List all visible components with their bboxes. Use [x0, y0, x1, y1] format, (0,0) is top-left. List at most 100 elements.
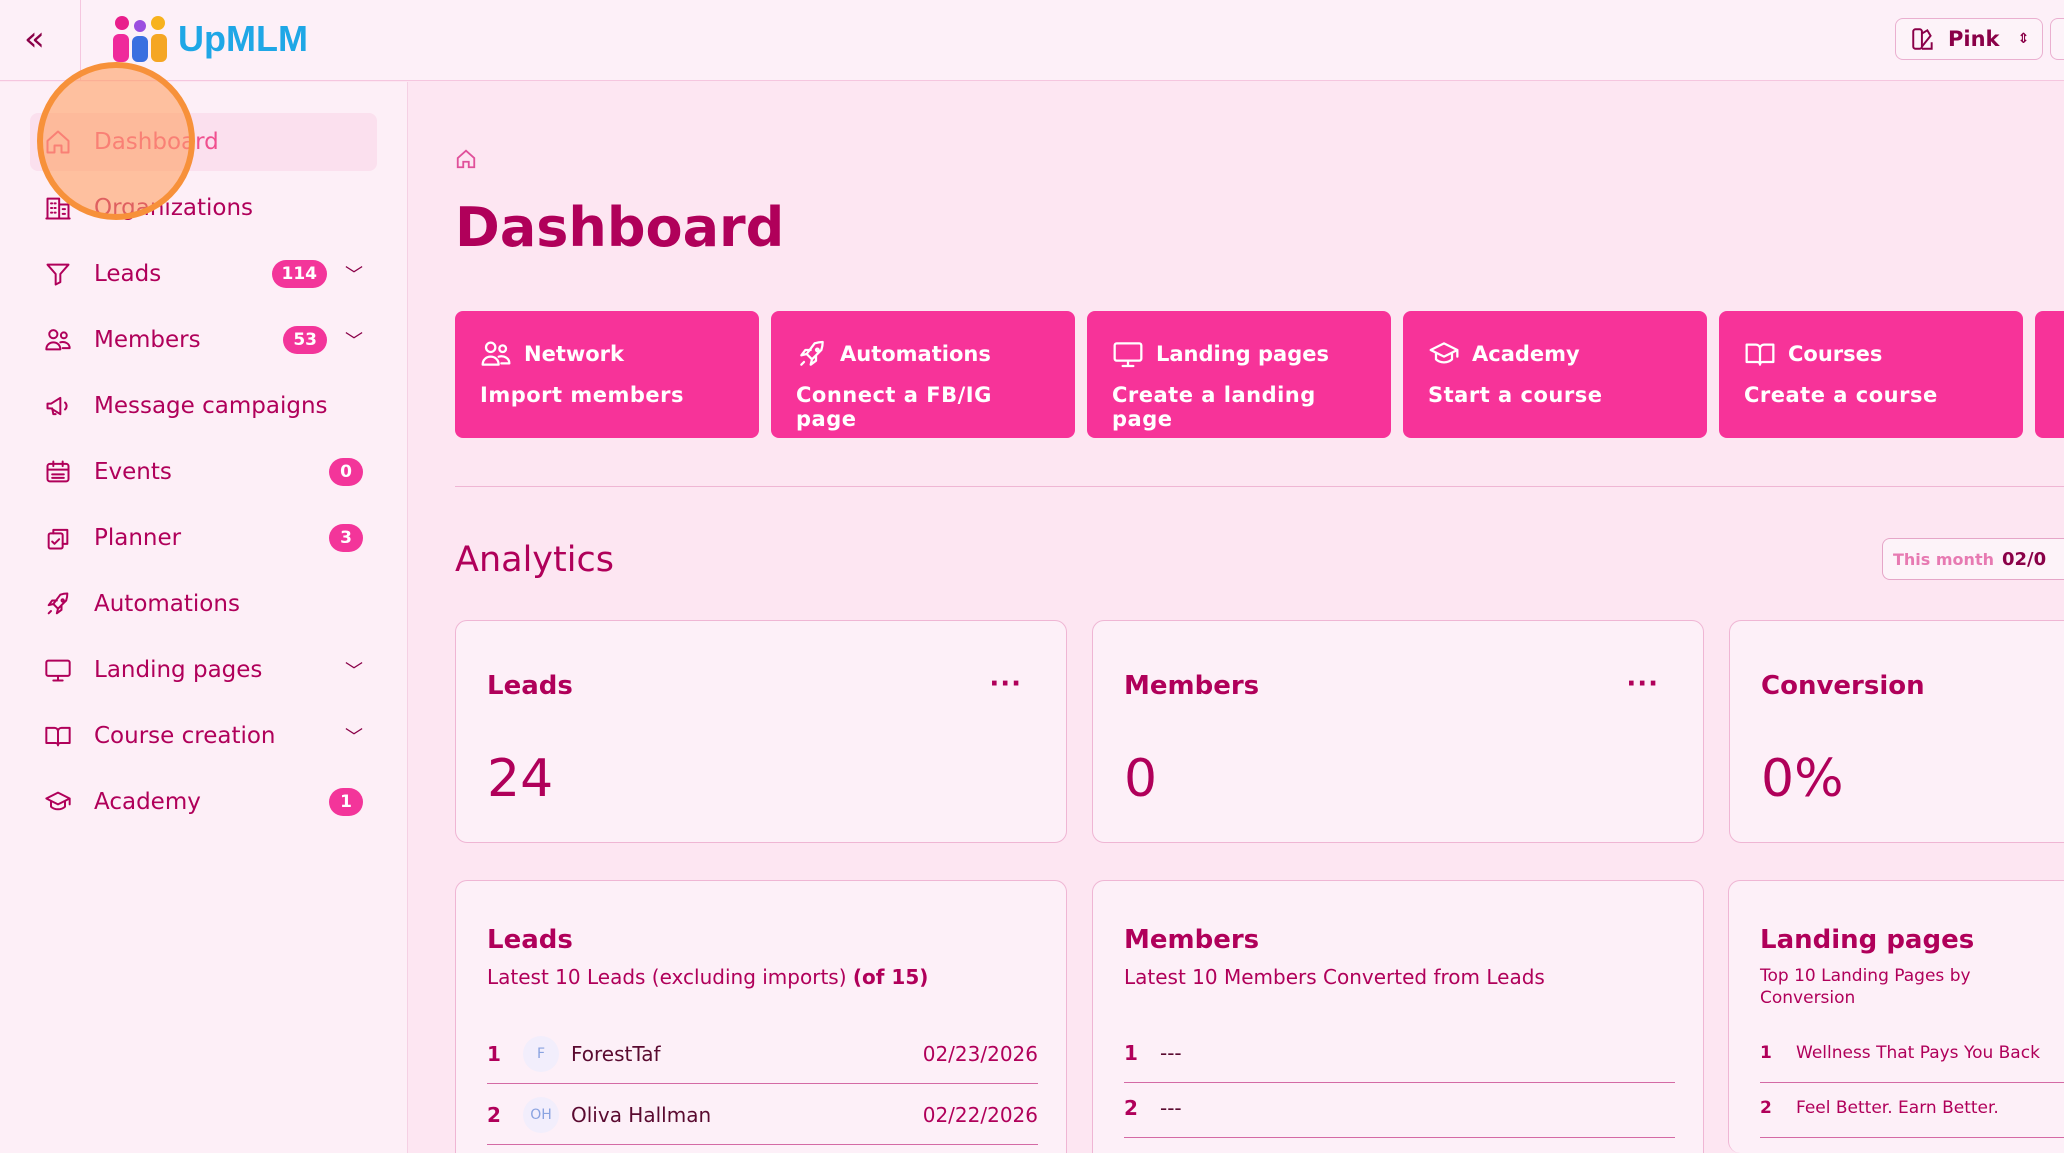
graduation-cap-icon	[44, 788, 72, 816]
sidebar-item-label: Organizations	[94, 195, 254, 221]
quick-action-network[interactable]: Network Import members	[455, 311, 759, 438]
sidebar-item-label: Planner	[94, 525, 182, 551]
megaphone-icon	[46, 396, 68, 416]
updown-chevron-icon: ⇕	[2017, 31, 2030, 47]
stat-value: 0%	[1761, 749, 1844, 809]
graduation-cap-icon	[45, 791, 71, 811]
chevrons-left-icon: «	[24, 19, 45, 59]
sidebar-item-label: Members	[94, 327, 201, 353]
funnel-icon	[46, 263, 70, 286]
card-title: Landing pages	[1760, 925, 1975, 955]
rocket-icon	[44, 590, 72, 618]
list-item[interactable]: 2 ---	[1124, 1078, 1675, 1138]
sidebar-item-academy[interactable]: Academy 1	[30, 773, 377, 831]
quick-action-academy[interactable]: Academy Start a course	[1403, 311, 1707, 438]
item-name: ---	[1160, 1040, 1182, 1065]
quick-action-subtitle: Connect a FB/IG page	[796, 383, 992, 431]
book-icon	[44, 722, 72, 750]
page-title: Dashboard	[455, 196, 785, 259]
sidebar-item-label: Landing pages	[94, 657, 263, 683]
range-value: 02/0	[2001, 548, 2047, 570]
quick-action-subtitle: Create a course	[1744, 383, 1938, 407]
more-options-icon[interactable]: ···	[1626, 669, 1659, 699]
sidebar-item-planner[interactable]: Planner 3	[30, 509, 377, 567]
sidebar-item-course-creation[interactable]: Course creation ﹀	[30, 707, 377, 765]
home-icon	[46, 130, 70, 154]
item-name: Oliva Hallman	[571, 1102, 712, 1127]
count-badge: 3	[329, 524, 363, 552]
rocket-icon	[800, 340, 824, 366]
rank: 2	[1124, 1095, 1138, 1120]
sidebar-item-landing-pages[interactable]: Landing pages ﹀	[30, 641, 377, 699]
stat-value: 0	[1124, 749, 1158, 809]
sidebar: Dashboard Organizations Leads 114 ﹀ Members 53…	[0, 82, 408, 1153]
sidebar-item-leads[interactable]: Leads 114 ﹀	[30, 245, 377, 303]
chevron-down-icon[interactable]: ﹀	[345, 331, 363, 352]
chevron-down-icon[interactable]: ﹀	[345, 727, 363, 748]
chevron-down-icon[interactable]: ﹀	[345, 661, 363, 682]
item-date: 02/23/2026	[922, 1041, 1038, 1066]
stat-value: 24	[487, 749, 554, 809]
sidebar-item-events[interactable]: Events 0	[30, 443, 377, 501]
building-icon	[45, 197, 71, 220]
card-title: Members	[1124, 925, 1260, 955]
stat-title: Conversion	[1761, 671, 1925, 701]
item-name: ForestTaf	[571, 1041, 661, 1066]
logo-text: UpMLM	[178, 18, 308, 59]
quick-action-landing-pages[interactable]: Landing pages Create a landing page	[1087, 311, 1391, 438]
rank: 1	[487, 1041, 501, 1066]
theme-selector[interactable]: Pink ⇕	[1895, 18, 2043, 60]
sidebar-item-message-campaigns[interactable]: Message campaigns	[30, 377, 377, 435]
sidebar-item-automations[interactable]: Automations	[30, 575, 377, 633]
stat-title: Members	[1124, 671, 1260, 701]
palette-icon	[1912, 28, 1933, 50]
quick-action-automations[interactable]: Automations Connect a FB/IG page	[771, 311, 1075, 438]
logo[interactable]: UpMLM	[110, 14, 308, 64]
more-options-icon[interactable]: ···	[989, 669, 1022, 699]
leads-list-card: Leads Latest 10 Leads (excluding imports…	[455, 880, 1067, 1153]
calendar-icon	[46, 460, 70, 483]
quick-action-title: Academy	[1472, 342, 1580, 366]
count-badge: 114	[271, 260, 327, 288]
quick-action-title: Network	[524, 342, 625, 366]
sidebar-item-dashboard[interactable]: Dashboard	[30, 113, 377, 171]
breadcrumb-home[interactable]	[455, 148, 477, 174]
list-item[interactable]: 1 F ForestTaf 02/23/2026	[487, 1024, 1038, 1084]
card-subtitle: Latest 10 Members Converted from Leads	[1124, 965, 1545, 989]
avatar: OH	[523, 1096, 559, 1133]
count-badge: 1	[329, 788, 363, 816]
count-badge: 0	[329, 458, 363, 486]
top-header: « UpMLM Pink ⇕	[0, 0, 2064, 81]
sidebar-item-members[interactable]: Members 53 ﹀	[30, 311, 377, 369]
members-list-card: Members Latest 10 Members Converted from…	[1092, 880, 1704, 1153]
quick-action-courses[interactable]: Courses Create a course	[1719, 311, 2023, 438]
card-subtitle: Top 10 Landing Pages by Conversion	[1760, 966, 1971, 1008]
header-extra-button[interactable]	[2050, 18, 2064, 60]
stat-title: Leads	[487, 671, 573, 701]
quick-action-title: Automations	[840, 342, 991, 366]
logo-mark-icon	[113, 16, 167, 62]
users-icon	[45, 329, 71, 351]
range-label: This month	[1893, 549, 1994, 569]
users-icon	[44, 326, 72, 354]
theme-label: Pink	[1948, 27, 2000, 51]
quick-action-title: Courses	[1788, 342, 1883, 366]
sidebar-item-label: Message campaigns	[94, 393, 328, 419]
item-name: ---	[1160, 1095, 1182, 1120]
collapse-sidebar-button[interactable]: «	[24, 22, 60, 60]
list-item[interactable]: 2 OH Oliva Hallman 02/22/2026	[487, 1085, 1038, 1145]
stat-card-conversion: Conversion 0%	[1729, 620, 2064, 843]
stat-card-leads: Leads 24 ···	[455, 620, 1067, 843]
rank: 1	[1124, 1040, 1138, 1065]
sidebar-item-organizations[interactable]: Organizations	[30, 179, 377, 237]
stat-card-members: Members 0 ···	[1092, 620, 1704, 843]
quick-action-subtitle: Import members	[480, 383, 684, 407]
quick-action-more[interactable]	[2035, 311, 2064, 438]
sidebar-item-label: Automations	[94, 591, 240, 617]
chevron-down-icon[interactable]: ﹀	[345, 265, 363, 286]
date-range-picker[interactable]: This month 02/0	[1882, 538, 2064, 580]
list-item[interactable]: 1 Wellness That Pays You Back	[1760, 1023, 2064, 1083]
list-item[interactable]: 1 ---	[1124, 1023, 1675, 1083]
list-item[interactable]: 2 Feel Better. Earn Better.	[1760, 1078, 2064, 1138]
home-icon	[456, 149, 476, 169]
